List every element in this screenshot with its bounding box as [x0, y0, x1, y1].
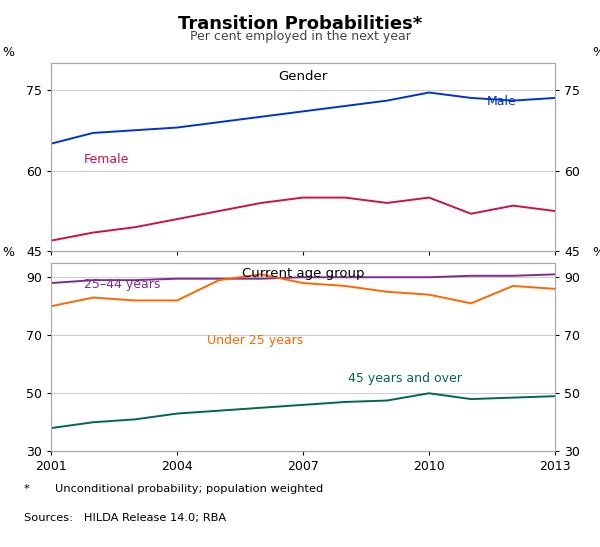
Text: Under 25 years: Under 25 years: [207, 334, 304, 347]
Text: *       Unconditional probability; population weighted: * Unconditional probability; population …: [24, 484, 323, 494]
Text: Gender: Gender: [278, 71, 328, 84]
Text: %: %: [2, 46, 14, 59]
Text: Per cent employed in the next year: Per cent employed in the next year: [190, 30, 410, 43]
Text: %: %: [592, 46, 600, 59]
Text: 45 years and over: 45 years and over: [349, 372, 462, 385]
Text: Male: Male: [487, 95, 517, 108]
Text: Female: Female: [84, 153, 129, 166]
Text: %: %: [592, 246, 600, 259]
Text: Sources:   HILDA Release 14.0; RBA: Sources: HILDA Release 14.0; RBA: [24, 513, 226, 523]
Text: Current age group: Current age group: [242, 266, 364, 280]
Text: %: %: [2, 246, 14, 259]
Text: 25–44 years: 25–44 years: [84, 278, 160, 291]
Text: Transition Probabilities*: Transition Probabilities*: [178, 15, 422, 33]
